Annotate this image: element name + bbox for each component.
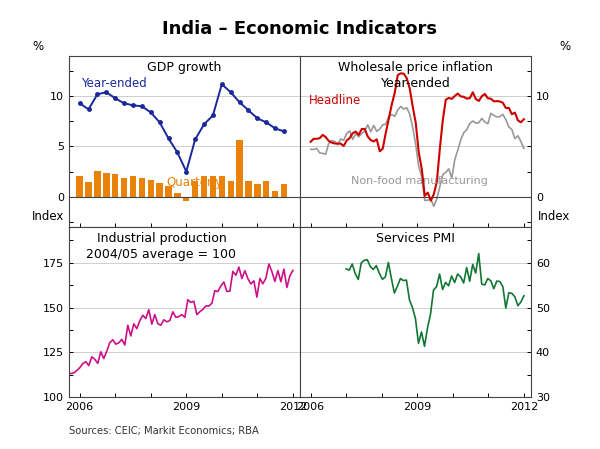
Text: Services PMI: Services PMI [376, 232, 455, 245]
Bar [236, 141, 243, 197]
Text: Industrial production
2004/05 average = 100: Industrial production 2004/05 average = … [86, 232, 236, 261]
Bar [272, 191, 278, 197]
Bar [85, 181, 92, 197]
Text: Index: Index [538, 210, 570, 223]
Text: India – Economic Indicators: India – Economic Indicators [163, 20, 437, 38]
Text: %: % [559, 40, 570, 53]
Bar [227, 180, 234, 197]
Text: Sources: CEIC; Markit Economics; RBA: Sources: CEIC; Markit Economics; RBA [69, 427, 259, 436]
Text: %: % [32, 40, 43, 53]
Text: Index: Index [32, 210, 64, 223]
Bar [94, 171, 101, 197]
Bar [130, 176, 136, 197]
Bar [157, 183, 163, 197]
Text: Non-food manufacturing: Non-food manufacturing [351, 176, 488, 185]
Text: Wholesale price inflation
Year-ended: Wholesale price inflation Year-ended [338, 61, 493, 90]
Bar [166, 185, 172, 197]
Bar [121, 177, 127, 197]
Bar [112, 174, 118, 197]
Bar [148, 180, 154, 197]
Bar [76, 176, 83, 197]
Bar [103, 172, 110, 197]
Text: Quarterly: Quarterly [166, 176, 223, 189]
Bar [245, 180, 251, 197]
Text: Headline: Headline [309, 94, 361, 107]
Bar [201, 176, 207, 197]
Bar [183, 197, 190, 201]
Bar [281, 184, 287, 197]
Text: Year-ended: Year-ended [80, 77, 146, 90]
Bar [174, 193, 181, 197]
Bar [263, 180, 269, 197]
Bar [210, 176, 216, 197]
Bar [218, 176, 225, 197]
Text: GDP growth: GDP growth [148, 61, 221, 74]
Bar [139, 177, 145, 197]
Bar [254, 184, 260, 197]
Bar [192, 180, 199, 197]
